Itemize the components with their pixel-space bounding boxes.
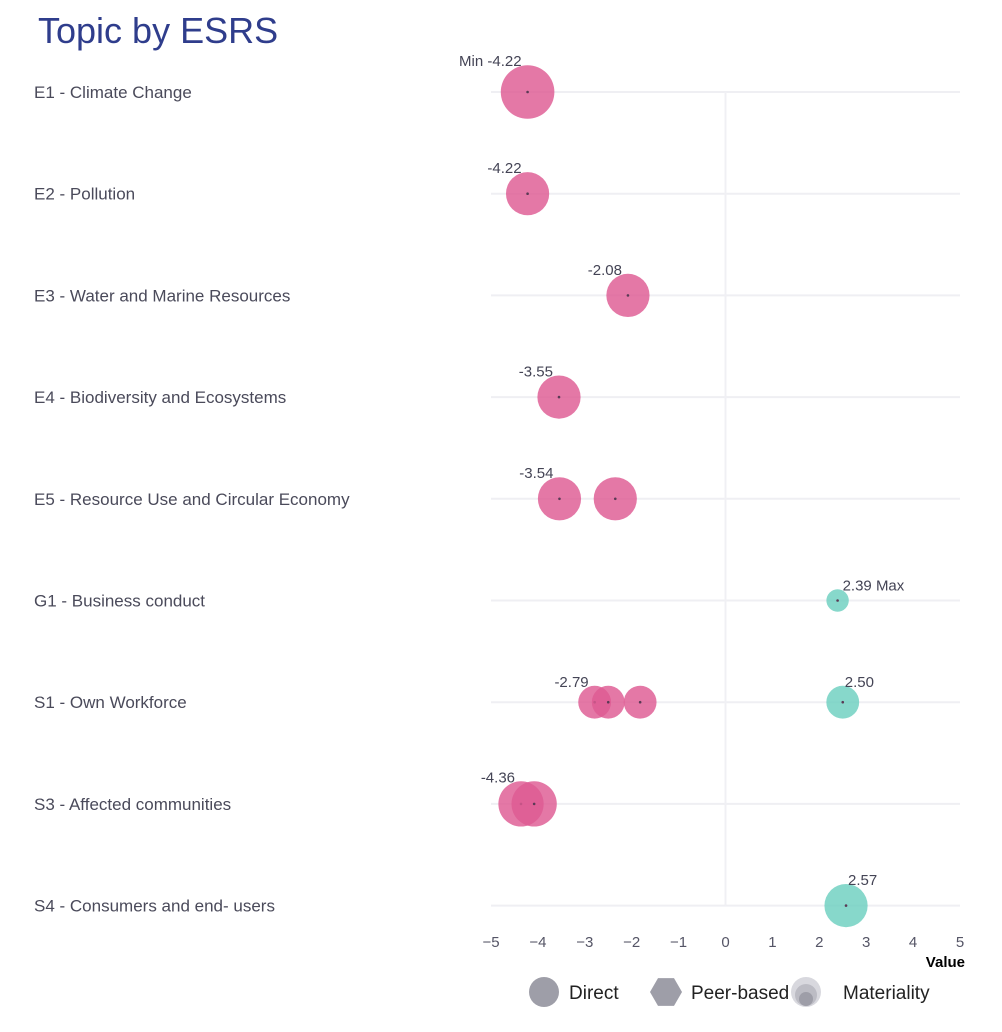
data-label: 2.50	[845, 674, 874, 691]
legend: Direct Peer-based Materiality	[529, 977, 930, 1007]
category-label: E3 - Water and Marine Resources	[34, 286, 290, 305]
bubble-center-dot	[606, 700, 610, 704]
gridlines	[491, 91, 960, 907]
bubble-center-dot	[626, 294, 630, 297]
x-axis-title: Value	[926, 954, 965, 971]
bubble-center-dot	[841, 700, 845, 704]
x-tick-label: 3	[862, 934, 870, 951]
category-label: G1 - Business conduct	[34, 592, 205, 611]
data-label: -3.55	[519, 364, 553, 381]
category-label: S1 - Own Workforce	[34, 693, 187, 712]
bubble-center-dot	[526, 192, 529, 195]
category-label: E1 - Climate Change	[34, 83, 192, 102]
legend-peer-based-icon	[650, 978, 682, 1006]
x-tick-label: −3	[576, 934, 593, 951]
category-label: S4 - Consumers and end- users	[34, 897, 275, 916]
x-tick-label: −4	[529, 934, 546, 951]
x-tick-label: −2	[623, 934, 640, 951]
bubbles	[498, 65, 868, 928]
data-label: 2.57	[848, 872, 877, 889]
category-labels: E1 - Climate Change E2 - Pollution E3 - Wa…	[34, 83, 350, 916]
x-tick-label: 5	[956, 934, 964, 951]
bubble-center-dot	[836, 599, 839, 602]
data-label: 2.39 Max	[843, 577, 905, 594]
x-tick-label: 2	[815, 934, 823, 951]
x-tick-label: −1	[670, 934, 687, 951]
legend-direct-label: Direct	[569, 983, 619, 1004]
bubble-center-dot	[613, 497, 617, 501]
bubble-center-dot	[844, 904, 848, 907]
category-label: S3 - Affected communities	[34, 795, 231, 814]
category-label: E2 - Pollution	[34, 185, 135, 204]
legend-materiality-label: Materiality	[843, 983, 930, 1004]
data-label: Min -4.22	[459, 53, 522, 70]
legend-peer-based-label: Peer-based	[691, 983, 789, 1004]
bubble-center-dot	[638, 700, 642, 704]
bubble-center-dot	[526, 90, 529, 94]
data-label: -4.22	[487, 160, 521, 177]
x-axis-ticks: −5 −4 −3 −2 −1 0 1 2 3 4 5	[482, 934, 964, 951]
category-label: E5 - Resource Use and Circular Economy	[34, 490, 350, 509]
data-label: -2.79	[554, 674, 588, 691]
category-label: E4 - Biodiversity and Ecosystems	[34, 388, 286, 407]
data-labels: Min -4.22 -4.22 -2.08 -3.55 -3.54 2.39 Max -2.…	[459, 53, 905, 889]
bubble-center-dot	[532, 802, 536, 806]
data-label: -2.08	[588, 262, 622, 279]
x-tick-label: 0	[721, 934, 729, 951]
x-tick-label: 4	[909, 934, 917, 951]
x-tick-label: 1	[768, 934, 776, 951]
bubble-center-dot	[557, 395, 561, 399]
data-label: -4.36	[481, 769, 515, 786]
legend-materiality-icon-core	[799, 992, 813, 1006]
chart-title: Topic by ESRS	[38, 10, 279, 51]
data-label: -3.54	[519, 465, 553, 482]
x-tick-label: −5	[482, 934, 499, 951]
bubble-center-dot	[558, 497, 561, 501]
legend-direct-icon	[529, 977, 559, 1007]
